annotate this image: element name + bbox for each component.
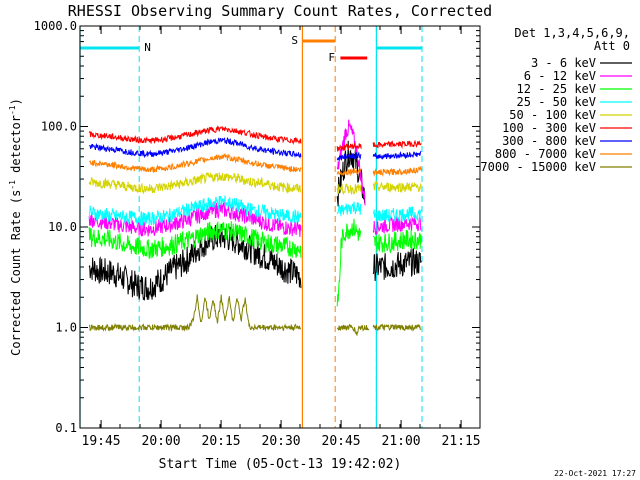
series-line <box>372 248 422 282</box>
series-line <box>88 223 302 301</box>
y-axis-label: Corrected Count Rate (s-1 detector-1) <box>8 98 23 356</box>
y-axis-label-exponent: -1 <box>8 180 17 190</box>
y-tick-label: 1000.0 <box>34 19 77 33</box>
series-line <box>336 201 362 217</box>
night-label: N <box>144 41 151 54</box>
series-line <box>372 150 422 160</box>
series-line <box>372 323 422 332</box>
x-axis-label: Start Time (05-Oct-13 19:42:02) <box>159 457 402 472</box>
y-tick-label: 0.1 <box>55 421 77 435</box>
flare-label: F <box>328 51 335 64</box>
series-line <box>88 171 302 195</box>
series-group <box>88 119 422 336</box>
series-line <box>372 165 422 178</box>
series-line <box>88 221 302 259</box>
y-axis: 0.1 1.0 10.0 100.0 1000.0 <box>34 19 480 435</box>
x-tick-label: 20:00 <box>142 434 181 449</box>
series-12to25keV <box>88 218 422 307</box>
plot-border <box>79 25 481 429</box>
series-100to300keV <box>88 125 422 152</box>
series-line <box>372 206 422 223</box>
series-line <box>88 125 302 146</box>
series-25to50keV <box>88 195 422 226</box>
series-line <box>336 183 362 196</box>
series-7000to15000keV <box>88 294 422 336</box>
y-axis-label-close: ) <box>9 98 23 105</box>
x-tick-label: 21:00 <box>382 434 421 449</box>
series-line <box>336 142 362 152</box>
legend-header-attenuator: Att 0 <box>594 39 630 53</box>
x-tick-label: 21:15 <box>442 434 481 449</box>
series-line <box>336 151 362 161</box>
series-line <box>336 218 362 307</box>
chart-title: RHESSI Observing Summary Count Rates, Co… <box>68 2 492 20</box>
footer-timestamp: 22-Oct-2021 17:27 <box>554 469 636 478</box>
series-line <box>336 323 370 336</box>
y-axis-label-exponent: -1 <box>8 105 17 115</box>
x-tick-label: 20:15 <box>202 434 241 449</box>
y-tick-label: 1.0 <box>55 321 77 335</box>
series-line <box>88 136 302 159</box>
legend-label: 800 - 7000 keV <box>495 147 596 161</box>
legend-label: 6 - 12 keV <box>524 69 596 83</box>
series-line <box>88 294 301 333</box>
legend-label: 12 - 25 keV <box>517 82 596 96</box>
series-line <box>336 168 362 177</box>
x-tick-label: 20:45 <box>322 434 361 449</box>
legend-label: 7000 - 15000 keV <box>480 160 596 174</box>
legend-label: 25 - 50 keV <box>517 95 596 109</box>
x-tick-label: 19:45 <box>82 434 121 449</box>
legend-label: 3 - 6 keV <box>531 56 596 70</box>
legend-label: 300 - 800 keV <box>502 134 596 148</box>
series-line <box>372 229 422 254</box>
series-300to800keV <box>88 136 422 161</box>
series-line <box>88 195 302 226</box>
plot-frame <box>79 25 481 429</box>
y-tick-label: 100.0 <box>41 120 77 134</box>
x-tick-label: 20:30 <box>262 434 301 449</box>
legend-label: 100 - 300 keV <box>502 121 596 135</box>
y-axis-label-detector: detector <box>9 115 23 180</box>
x-axis: 19:45 20:00 20:15 20:30 20:45 21:00 21:15 <box>79 26 481 449</box>
series-line <box>372 139 422 149</box>
series-line <box>372 180 422 193</box>
series-50to100keV <box>88 171 422 196</box>
legend-label: 50 - 100 keV <box>509 108 596 122</box>
series-800to7000keV <box>89 152 422 178</box>
y-axis-label-main: Corrected Count Rate (s <box>9 190 23 356</box>
y-tick-label: 10.0 <box>48 220 77 234</box>
saa-label: S <box>291 34 298 47</box>
legend-header-detectors: Det 1,3,4,5,6,9, <box>514 26 630 40</box>
series-line <box>89 152 302 174</box>
